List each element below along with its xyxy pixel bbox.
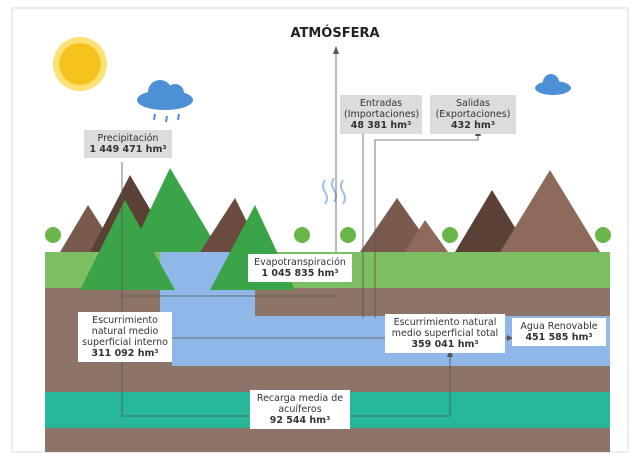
sun xyxy=(59,43,101,85)
scene xyxy=(0,0,640,457)
soil-layer xyxy=(45,366,610,392)
box-value: 432 hm³ xyxy=(434,120,512,131)
box-value: 359 041 hm³ xyxy=(389,339,501,350)
box-value: 1 449 471 hm³ xyxy=(88,144,168,155)
info-box: Entradas (Importaciones)48 381 hm³ xyxy=(340,95,422,134)
info-box: Escurrimiento natural medio superficial … xyxy=(385,314,505,353)
title: ATMÓSFERA xyxy=(280,26,390,41)
info-box: Salidas (Exportaciones)432 hm³ xyxy=(430,95,516,134)
rain xyxy=(154,114,179,122)
box-value: 311 092 hm³ xyxy=(82,348,168,359)
box-label: Escurrimiento natural medio superficial … xyxy=(389,317,501,339)
box-label: Evapotranspiración xyxy=(252,257,348,268)
box-label: Entradas (Importaciones) xyxy=(344,98,418,120)
soil-layer xyxy=(45,428,610,452)
box-label: Recarga media de acuíferos xyxy=(254,393,346,415)
cloud xyxy=(137,80,193,110)
box-label: Salidas (Exportaciones) xyxy=(434,98,512,120)
box-label: Escurrimiento natural medio superficial … xyxy=(82,315,168,348)
vapor xyxy=(323,178,345,204)
box-value: 451 585 hm³ xyxy=(516,332,602,343)
box-label: Precipitación xyxy=(88,133,168,144)
box-value: 92 544 hm³ xyxy=(254,415,346,426)
diagram: ATMÓSFERA Precipitación1 449 471 hm³ Entr… xyxy=(0,0,640,457)
box-label: Agua Renovable xyxy=(516,321,602,332)
box-value: 1 045 835 hm³ xyxy=(252,268,348,279)
info-box: Escurrimiento natural medio superficial … xyxy=(78,312,172,362)
cloud xyxy=(535,74,571,95)
box-value: 48 381 hm³ xyxy=(344,120,418,131)
